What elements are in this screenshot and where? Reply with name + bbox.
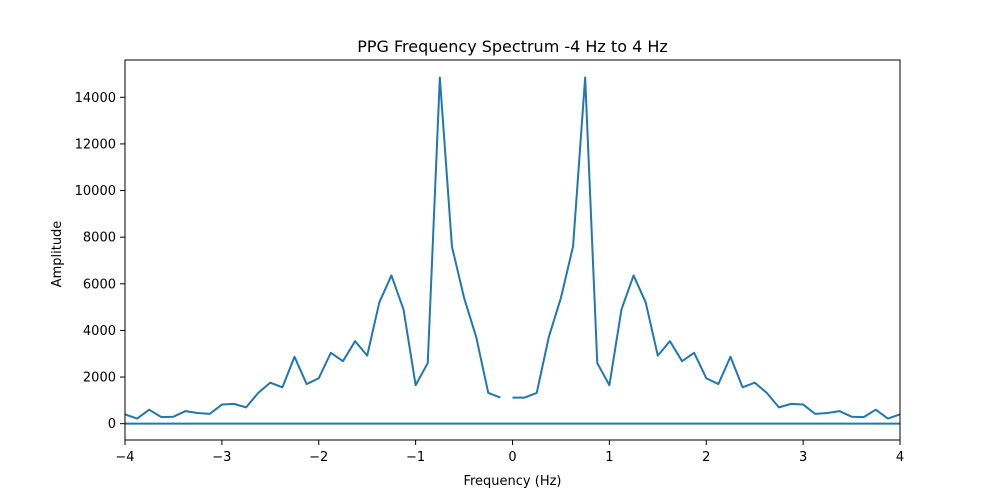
y-tick-label: 6000 [83,277,116,292]
plot-lines [124,76,901,425]
y-tick-label: 14000 [75,91,116,106]
x-tick-label: 4 [896,450,904,465]
series-line-0 [124,76,501,420]
x-tick-label: 1 [605,450,613,465]
x-tick-label: 2 [702,450,710,465]
y-tick-label: 0 [108,417,116,432]
y-tick-label: 12000 [75,137,116,152]
y-axis-label: Amplitude [50,221,65,288]
x-tick-label: −1 [406,450,425,465]
x-axis-ticks: −4 −3 −2 −1 0 1 2 3 4 [115,440,904,465]
x-tick-label: 0 [508,450,516,465]
x-tick-label: 3 [799,450,807,465]
x-axis-label: Frequency (Hz) [463,474,561,489]
chart-title: PPG Frequency Spectrum -4 Hz to 4 Hz [357,37,668,56]
y-axis-ticks: 0 2000 4000 6000 8000 10000 12000 14000 [75,91,125,432]
x-tick-label: −3 [212,450,231,465]
y-tick-label: 10000 [75,184,116,199]
y-tick-label: 4000 [83,324,116,339]
y-tick-label: 8000 [83,231,116,246]
y-tick-label: 2000 [83,371,116,386]
x-tick-label: −4 [115,450,134,465]
plot-frame [124,59,901,441]
series-line-1 [512,76,901,420]
x-tick-label: −2 [309,450,328,465]
